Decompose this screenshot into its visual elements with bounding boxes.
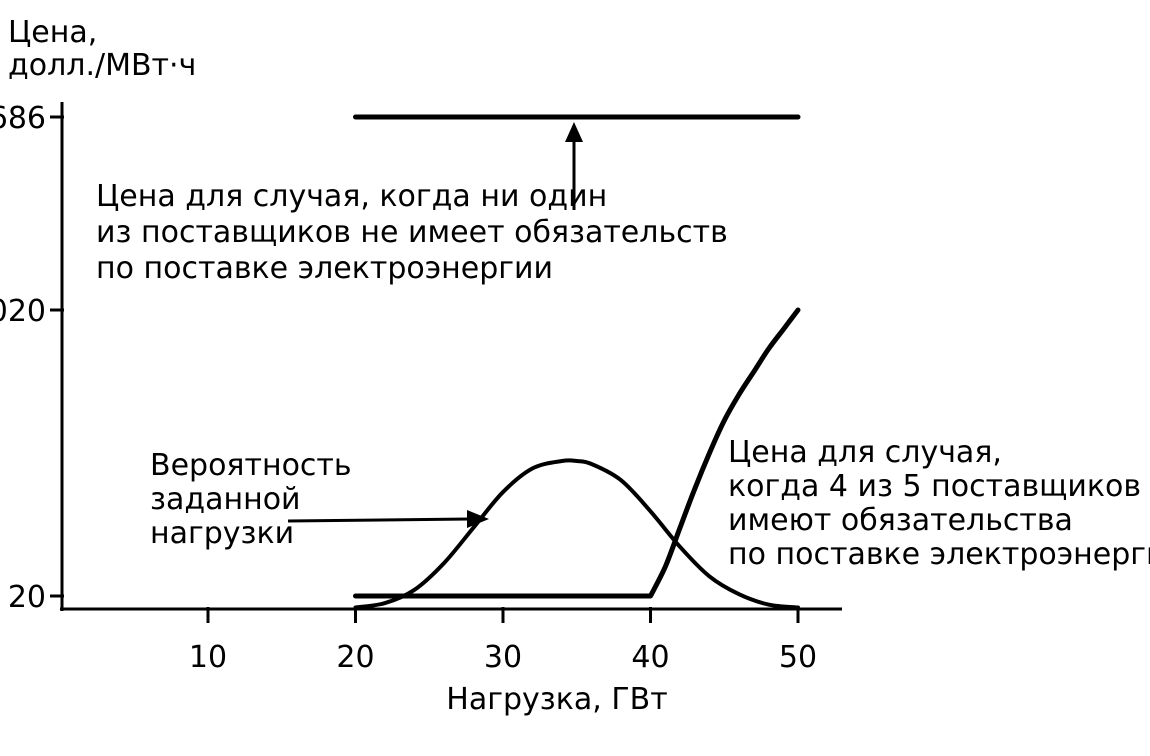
- annotation-lower-line-3: имеют обязательства: [728, 503, 1073, 538]
- annotation-upper-line-1: Цена для случая, когда ни один: [96, 179, 607, 214]
- x-tick-label-20: 20: [336, 640, 374, 675]
- x-tick-label-50: 50: [779, 640, 817, 675]
- x-tick-label-10: 10: [189, 640, 227, 675]
- y-tick-label-020: 020: [0, 294, 46, 329]
- x-axis-label: Нагрузка, ГВт: [446, 682, 667, 717]
- annotation-lower-line-4: по поставке электроэнергии: [728, 537, 1150, 572]
- annotation-lower-line-2: когда 4 из 5 поставщиков: [728, 469, 1141, 504]
- arrow-upper-head: [565, 122, 583, 142]
- x-tick-label-40: 40: [631, 640, 669, 675]
- annotation-upper-line-2: из поставщиков не имеет обязательств: [96, 215, 728, 250]
- series-lower-price-line: [353, 307, 801, 599]
- y-tick-label-20: 20: [8, 580, 46, 615]
- arrow-probability-shaft: [287, 517, 471, 523]
- y-axis-label-line-2: долл./МВт·ч: [8, 48, 196, 83]
- annotation-probability-line-2: заданной: [150, 482, 301, 517]
- series-probability-curve: [353, 458, 800, 610]
- x-tick-label-30: 30: [484, 640, 522, 675]
- y-axis-label-line-1: Цена,: [8, 15, 97, 50]
- annotation-probability-line-1: Вероятность: [150, 448, 352, 483]
- arrow-probability-head: [467, 510, 489, 528]
- annotation-probability-line-3: нагрузки: [150, 516, 294, 551]
- annotation-lower-line-1: Цена для случая,: [728, 435, 1002, 470]
- annotation-upper-line-3: по поставке электроэнергии: [96, 251, 553, 286]
- y-tick-label-686: 686: [0, 101, 46, 136]
- x-ticks: 10 20 30 40 50: [189, 607, 817, 675]
